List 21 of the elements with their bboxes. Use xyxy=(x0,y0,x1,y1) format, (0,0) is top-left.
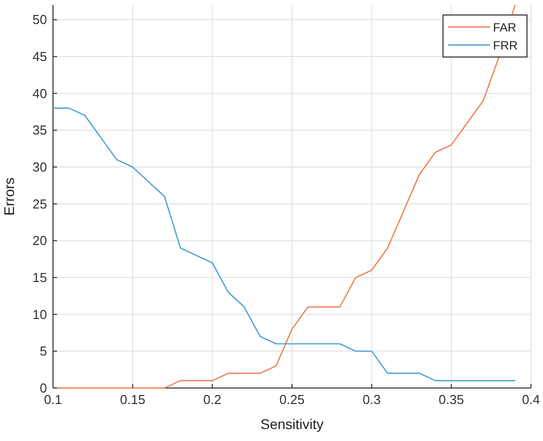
y-tick-label: 35 xyxy=(32,122,47,138)
y-tick-label: 5 xyxy=(40,344,47,359)
line-series xyxy=(53,108,516,382)
y-tick-label: 40 xyxy=(32,86,47,101)
x-tick-label: 0.15 xyxy=(120,392,146,407)
x-tick-label: 0.4 xyxy=(522,392,540,407)
x-tick-label: 0.25 xyxy=(279,392,305,407)
y-tick-label: 20 xyxy=(32,233,47,248)
x-axis-title: Sensitivity xyxy=(260,416,324,432)
x-tick-label: 0.3 xyxy=(362,392,381,407)
y-tick-label: 30 xyxy=(32,160,47,175)
y-tick-label: 50 xyxy=(32,12,47,28)
x-tick-label: 0.35 xyxy=(438,392,464,407)
y-tick-label: 45 xyxy=(32,49,47,64)
y-axis-title: Errors xyxy=(1,177,17,216)
legend-label: FRR xyxy=(493,38,518,52)
legend-label: FAR xyxy=(493,20,517,34)
x-tick-label: 0.2 xyxy=(203,392,222,407)
y-tick-label: 15 xyxy=(32,270,47,286)
y-tick-label: 10 xyxy=(32,306,47,322)
y-tick-label: 25 xyxy=(32,196,47,212)
